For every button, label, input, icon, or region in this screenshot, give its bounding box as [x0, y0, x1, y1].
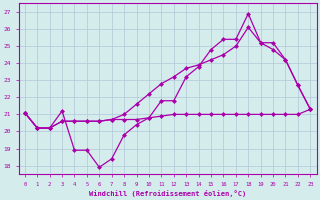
X-axis label: Windchill (Refroidissement éolien,°C): Windchill (Refroidissement éolien,°C)	[89, 190, 246, 197]
